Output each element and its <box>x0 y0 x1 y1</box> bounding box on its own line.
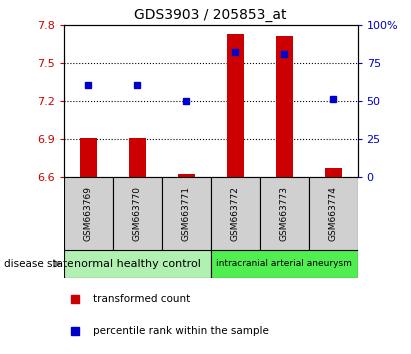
Text: percentile rank within the sample: percentile rank within the sample <box>93 326 269 336</box>
Bar <box>162 177 211 250</box>
Text: GSM663774: GSM663774 <box>328 186 337 241</box>
Text: GSM663772: GSM663772 <box>231 186 240 241</box>
Title: GDS3903 / 205853_at: GDS3903 / 205853_at <box>134 8 287 22</box>
Text: intracranial arterial aneurysm: intracranial arterial aneurysm <box>216 259 352 268</box>
Bar <box>275 36 293 177</box>
Text: normal healthy control: normal healthy control <box>74 259 201 269</box>
Bar <box>325 168 342 177</box>
Text: disease state: disease state <box>4 259 74 269</box>
Bar <box>64 250 210 278</box>
Bar <box>178 175 195 177</box>
Bar <box>113 177 162 250</box>
Bar <box>226 34 244 177</box>
Text: GSM663771: GSM663771 <box>182 186 191 241</box>
Bar <box>129 138 146 177</box>
Bar <box>80 138 97 177</box>
Bar <box>309 177 358 250</box>
Text: GSM663769: GSM663769 <box>84 186 93 241</box>
Text: transformed count: transformed count <box>93 295 190 304</box>
Bar <box>211 250 358 278</box>
Text: GSM663773: GSM663773 <box>279 186 289 241</box>
Text: GSM663770: GSM663770 <box>133 186 142 241</box>
Bar <box>260 177 309 250</box>
Bar <box>211 177 260 250</box>
Bar <box>64 177 113 250</box>
